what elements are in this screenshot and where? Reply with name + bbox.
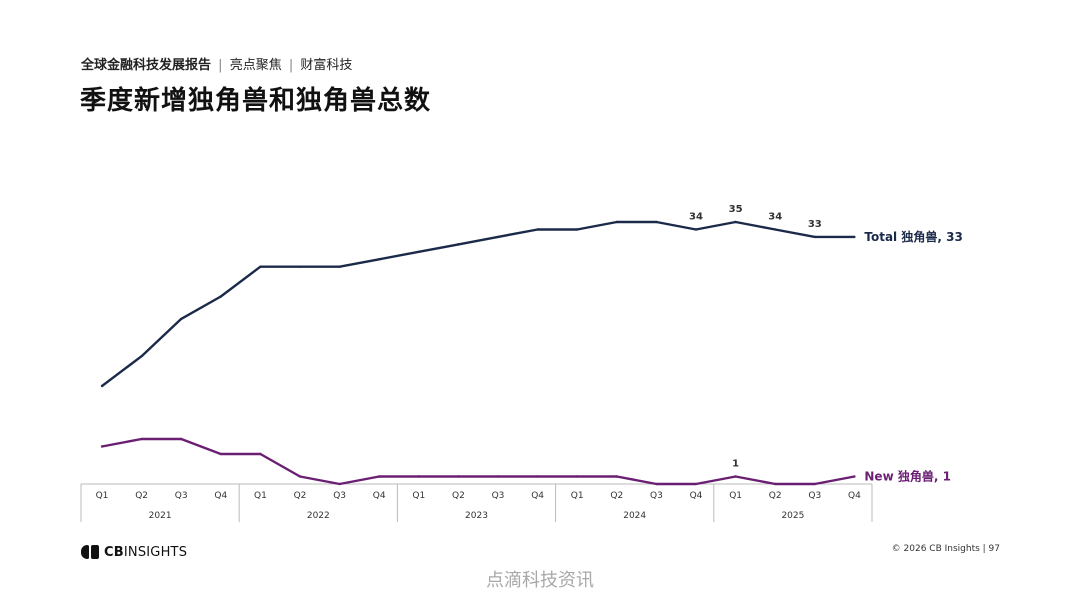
page-title: 季度新增独角兽和独角兽总数 bbox=[80, 86, 432, 116]
quarter-tick-label: Q2 bbox=[294, 491, 307, 501]
quarter-tick-label: Q3 bbox=[808, 491, 821, 501]
year-label: 2021 bbox=[149, 511, 172, 521]
quarter-tick-label: Q3 bbox=[175, 491, 188, 501]
quarter-tick-label: Q4 bbox=[214, 491, 227, 501]
new-series-line bbox=[101, 437, 855, 486]
data-point bbox=[536, 475, 539, 478]
data-point bbox=[140, 437, 143, 441]
quarter-tick-label: Q4 bbox=[373, 491, 386, 501]
data-point bbox=[100, 384, 104, 388]
data-point bbox=[853, 235, 856, 239]
data-point bbox=[100, 445, 104, 448]
data-point bbox=[259, 452, 262, 456]
year-label: 2022 bbox=[307, 511, 330, 521]
data-point bbox=[615, 475, 618, 478]
quarter-tick-label: Q2 bbox=[452, 491, 465, 501]
data-point bbox=[734, 475, 737, 478]
data-point bbox=[774, 228, 777, 231]
data-point bbox=[496, 235, 500, 239]
copyright: © 2026 CB Insights | 97 bbox=[891, 544, 1000, 554]
data-point bbox=[338, 482, 341, 486]
quarter-tick-label: Q4 bbox=[690, 491, 703, 501]
logo-text: INSIGHTS bbox=[123, 544, 188, 560]
data-point bbox=[813, 482, 816, 486]
breadcrumb: 全球金融科技发展报告 | 亮点聚焦 | 财富科技 bbox=[81, 54, 352, 73]
data-point bbox=[576, 228, 579, 231]
data-point bbox=[180, 317, 183, 321]
total-series-line bbox=[101, 220, 855, 387]
data-point bbox=[298, 265, 302, 268]
quarter-tick-label: Q2 bbox=[769, 491, 782, 501]
data-point bbox=[774, 482, 777, 486]
data-point bbox=[180, 437, 183, 441]
data-point bbox=[576, 475, 579, 478]
new-series-label: New 独角兽, 1 bbox=[864, 469, 951, 484]
quarter-tick-label: Q3 bbox=[492, 491, 505, 501]
data-label: 33 bbox=[808, 219, 822, 230]
data-point bbox=[655, 220, 658, 224]
total-series-label: Total 独角兽, 33 bbox=[864, 229, 962, 244]
quarter-tick-label: Q2 bbox=[135, 491, 148, 501]
quarter-tick-label: Q1 bbox=[729, 491, 742, 501]
data-point bbox=[140, 354, 143, 358]
data-point bbox=[417, 475, 420, 478]
data-point bbox=[378, 258, 381, 261]
quarter-tick-label: Q3 bbox=[650, 491, 663, 501]
quarter-tick-label: Q2 bbox=[610, 491, 623, 501]
data-point bbox=[259, 265, 262, 268]
data-point bbox=[338, 265, 341, 268]
quarter-tick-label: Q4 bbox=[848, 491, 861, 501]
data-point bbox=[378, 475, 381, 478]
data-point bbox=[457, 243, 460, 246]
year-label: 2024 bbox=[623, 511, 646, 521]
breadcrumb-separator: | bbox=[288, 58, 294, 73]
quarter-tick-label: Q1 bbox=[571, 491, 584, 501]
data-point bbox=[655, 482, 658, 486]
year-label: 2023 bbox=[465, 511, 488, 521]
section-name: 亮点聚焦 bbox=[229, 58, 282, 73]
data-label: 34 bbox=[689, 211, 703, 222]
data-label: 35 bbox=[729, 204, 743, 215]
data-label: 1 bbox=[732, 459, 739, 470]
cb-logo-icon bbox=[81, 545, 99, 559]
data-point bbox=[457, 475, 460, 478]
data-point bbox=[813, 235, 816, 239]
quarter-tick-label: Q1 bbox=[412, 491, 425, 501]
data-point bbox=[694, 228, 698, 231]
data-point bbox=[219, 452, 222, 456]
logo-text-bold: CB bbox=[104, 544, 124, 560]
data-point bbox=[219, 295, 222, 298]
data-point bbox=[298, 475, 302, 478]
data-point bbox=[734, 220, 737, 224]
year-label: 2025 bbox=[781, 511, 804, 521]
topic-name: 财富科技 bbox=[300, 58, 353, 73]
quarter-tick-label: Q4 bbox=[531, 491, 544, 501]
quarter-tick-label: Q1 bbox=[96, 491, 109, 501]
data-point bbox=[853, 475, 856, 478]
data-label: 34 bbox=[768, 211, 782, 222]
data-point bbox=[694, 482, 698, 486]
quarter-tick-label: Q1 bbox=[254, 491, 267, 501]
data-point bbox=[536, 228, 539, 231]
report-name: 全球金融科技发展报告 bbox=[81, 58, 212, 73]
data-point bbox=[417, 250, 420, 254]
watermark: 点滴科技资讯 bbox=[486, 570, 594, 591]
data-point bbox=[615, 220, 618, 224]
quarter-tick-label: Q3 bbox=[333, 491, 346, 501]
data-point bbox=[496, 475, 500, 478]
cb-insights-logo: CBINSIGHTS bbox=[81, 543, 187, 561]
breadcrumb-separator: | bbox=[218, 58, 223, 73]
